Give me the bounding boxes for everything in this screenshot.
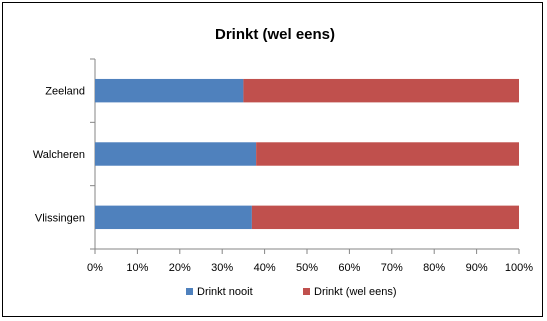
x-tick-label: 80% <box>423 262 445 274</box>
x-tick-label: 90% <box>466 262 488 274</box>
bar-drinkt-nooit <box>95 142 257 166</box>
x-tick-label: 60% <box>338 262 360 274</box>
x-tick-label: 10% <box>126 262 148 274</box>
bar-drinkt-wel-eens <box>251 205 519 230</box>
category-label: Walcheren <box>33 149 85 161</box>
category-label: Vlissingen <box>35 212 85 224</box>
x-tick-label: 50% <box>296 262 318 274</box>
category-label: Zeeland <box>45 86 85 98</box>
bar-drinkt-nooit <box>95 78 244 103</box>
x-tick-label: 70% <box>381 262 403 274</box>
x-tick-label: 40% <box>254 262 276 274</box>
chart-title: Drinkt (wel eens) <box>215 26 335 43</box>
legend: Drinkt nooit Drinkt (wel eens) <box>186 286 397 298</box>
bar-drinkt-wel-eens <box>243 78 519 103</box>
chart: Drinkt (wel eens) 0% 10% 20% 30% 40% 50% 60% 70… <box>33 26 533 298</box>
x-tick-label: 20% <box>169 262 191 274</box>
x-tick-label: 100% <box>505 262 533 274</box>
legend-swatch <box>303 288 310 295</box>
bar-drinkt-wel-eens <box>256 142 519 166</box>
legend-label: Drinkt nooit <box>197 286 253 298</box>
plot-area: 0% 10% 20% 30% 40% 50% 60% 70% 80% 90% 100% Zeeland… <box>33 58 533 274</box>
chart-frame: Drinkt (wel eens) 0% 10% 20% 30% 40% 50% 60% 70… <box>2 2 543 317</box>
bar-drinkt-nooit <box>95 205 252 230</box>
legend-label: Drinkt (wel eens) <box>314 286 397 298</box>
x-tick-label: 30% <box>211 262 233 274</box>
x-tick-label: 0% <box>87 262 103 274</box>
legend-swatch <box>186 288 193 295</box>
